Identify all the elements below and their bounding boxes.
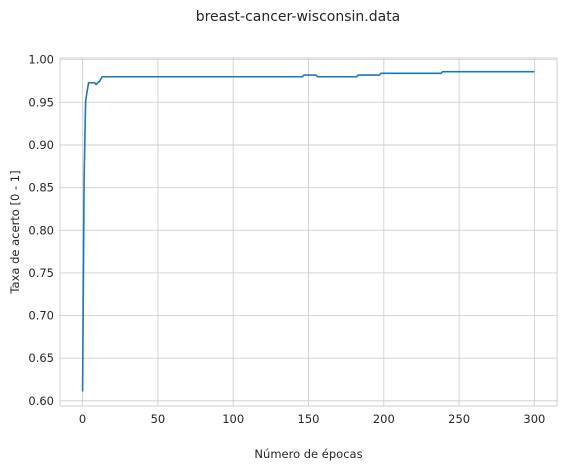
chart-title: breast-cancer-wisconsin.data — [196, 9, 401, 25]
x-tick-label: 150 — [298, 412, 320, 426]
y-tick-label: 0.60 — [28, 394, 54, 408]
x-tick-label: 0 — [79, 412, 86, 426]
y-tick-label: 1.00 — [28, 53, 54, 67]
x-tick-label: 200 — [373, 412, 395, 426]
y-tick-label: 0.90 — [28, 138, 54, 152]
y-tick-label: 0.95 — [28, 95, 54, 109]
y-axis-label: Taxa de acerto [0 - 1] — [8, 170, 22, 294]
x-tick-label: 250 — [448, 412, 470, 426]
y-tick-label: 0.70 — [28, 309, 54, 323]
y-tick-label: 0.75 — [28, 266, 54, 280]
y-tick-labels: 0.60 0.65 0.70 0.75 0.80 0.85 0.90 0.95 1.00 — [28, 53, 54, 408]
x-tick-label: 300 — [523, 412, 545, 426]
x-axis-label: Número de épocas — [254, 447, 362, 461]
y-tick-label: 0.85 — [28, 181, 54, 195]
x-tick-labels: 0 50 100 150 200 250 300 — [79, 412, 545, 426]
x-tick-label: 100 — [222, 412, 244, 426]
y-tick-label: 0.80 — [28, 223, 54, 237]
y-tick-label: 0.65 — [28, 351, 54, 365]
grid-lines — [60, 58, 557, 406]
x-tick-label: 50 — [151, 412, 166, 426]
